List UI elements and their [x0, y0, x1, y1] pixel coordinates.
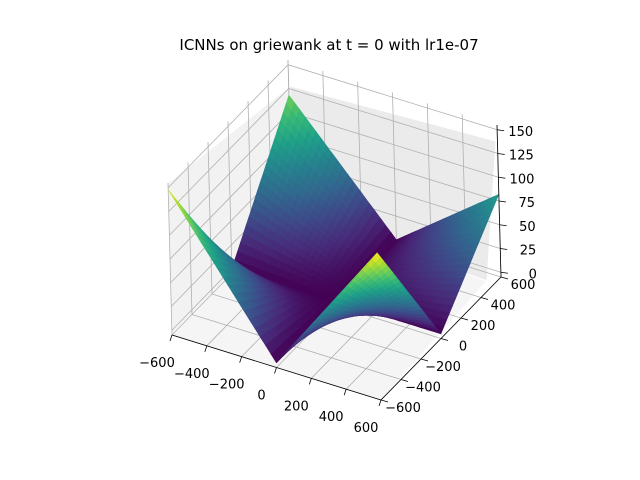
chart-title: ICNNs on griewank at t = 0 with lr1e-07	[179, 36, 478, 54]
wall-grid-line-z	[168, 88, 498, 212]
y-tick	[400, 379, 409, 382]
y-tick	[420, 358, 429, 362]
z-tick	[497, 129, 505, 132]
x-tick	[308, 378, 312, 385]
y-tick-label: −600	[385, 401, 421, 416]
y-tick-label: −400	[405, 381, 441, 396]
y-tick	[380, 399, 389, 403]
x-tick-label: −400	[174, 367, 210, 382]
z-tick-label: 125	[509, 149, 534, 164]
z-tick	[500, 271, 508, 274]
surface	[167, 94, 500, 364]
z-tick-label: 0	[529, 267, 537, 282]
z-tick	[497, 153, 505, 155]
y-tick-label: 400	[491, 299, 516, 314]
x-tick	[274, 367, 277, 374]
surface-patch	[371, 252, 381, 263]
y-tick	[440, 338, 449, 341]
y-tick-label: 600	[511, 278, 536, 293]
axes: −600−400−2000200400600−600−400−200020040…	[139, 125, 537, 436]
z-tick	[499, 224, 507, 227]
z-tick	[498, 200, 507, 203]
floor-grid-line-y	[191, 314, 402, 380]
z-tick-label: 75	[518, 196, 535, 211]
z-tick	[498, 176, 506, 179]
y-tick	[460, 317, 469, 321]
y-tick-label: −200	[425, 360, 461, 375]
z-tick	[500, 248, 508, 250]
y-tick-label: 0	[459, 340, 467, 355]
y-tick	[500, 276, 509, 280]
z-tick-label: 100	[510, 172, 535, 187]
x-tick	[204, 345, 208, 352]
z-tick-label: 150	[508, 125, 533, 140]
x-tick	[239, 356, 243, 363]
x-tick-label: −200	[209, 378, 245, 393]
x-tick-label: 600	[354, 421, 379, 436]
y-tick	[480, 297, 489, 300]
x-tick	[343, 389, 347, 396]
z-tick-label: 50	[519, 220, 536, 235]
x-tick-label: 200	[284, 399, 309, 414]
x-tick	[169, 334, 173, 342]
y-tick-label: 200	[471, 319, 496, 334]
x-tick	[378, 399, 382, 407]
x-tick-label: −600	[139, 356, 175, 371]
wall-grid-line-z	[167, 64, 498, 189]
x-tick-label: 0	[257, 389, 265, 404]
z-tick-label: 25	[520, 244, 537, 259]
x-tick-label: 400	[319, 410, 344, 425]
